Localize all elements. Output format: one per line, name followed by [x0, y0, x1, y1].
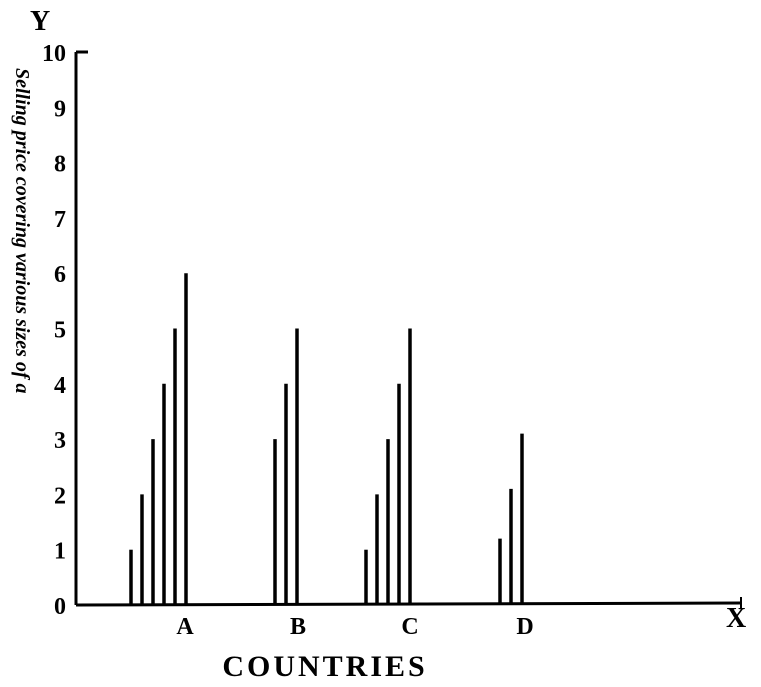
y-tick-label: 0: [54, 594, 66, 620]
category-label: C: [401, 614, 418, 640]
y-axis-label: Selling price covering various sizes of …: [11, 68, 33, 394]
y-axis-letter: Y: [30, 6, 50, 37]
category-label: D: [516, 614, 533, 640]
y-tick-label: 10: [42, 41, 66, 67]
y-tick-label: 4: [54, 373, 66, 399]
y-tick-label: 3: [54, 428, 66, 454]
x-axis-letter: X: [726, 603, 746, 634]
y-tick-label: 7: [54, 207, 66, 233]
category-label: B: [290, 614, 306, 640]
y-tick-label: 1: [54, 539, 66, 565]
y-tick-label: 5: [54, 318, 66, 344]
category-labels: A B C D: [176, 614, 533, 640]
x-axis-label: COUNTRIES: [222, 650, 427, 683]
y-tick-label: 6: [54, 262, 66, 288]
y-tick-label: 2: [54, 483, 66, 509]
y-tick-labels: 0 1 2 3 4 5 6 7 8 9 10: [42, 41, 66, 620]
category-label: A: [176, 614, 194, 640]
bars: [129, 273, 524, 605]
y-tick-label: 9: [54, 96, 66, 122]
y-tick-label: 8: [54, 152, 66, 178]
